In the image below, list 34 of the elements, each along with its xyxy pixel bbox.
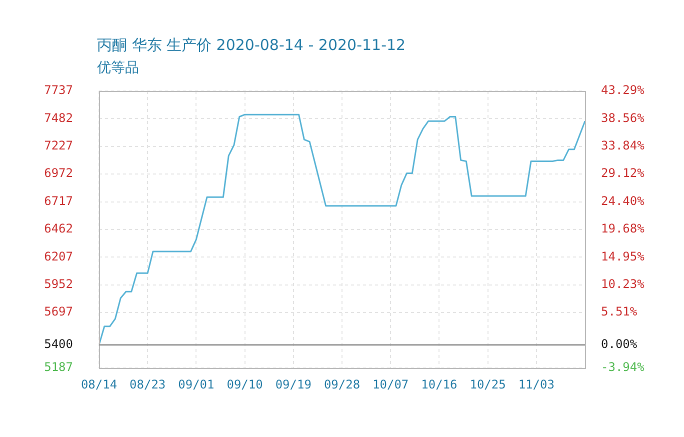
y2-tick-label: 38.56% [601, 110, 646, 125]
x-tick-label: 10/25 [470, 377, 506, 392]
chart-title: 丙酮 华东 生产价 2020-08-14 - 2020-11-12 [97, 36, 406, 55]
x-tick-label: 10/07 [372, 377, 409, 392]
y2-tick-label: 14.95% [601, 249, 646, 264]
x-tick-label: 10/16 [421, 377, 458, 392]
y2-tick-label: 5.51% [601, 304, 638, 319]
x-tick-label: 09/28 [324, 377, 360, 392]
y2-tick-label: -3.94% [601, 360, 646, 374]
y2-tick-label: 43.29% [601, 83, 646, 98]
y-tick-label: 6717 [44, 194, 73, 208]
y-tick-label: 7227 [44, 138, 73, 153]
y-tick-label: 7482 [44, 110, 73, 125]
y-tick-label: 7737 [44, 83, 73, 98]
y-tick-label: 6462 [44, 222, 73, 236]
y2-tick-label: 29.12% [601, 166, 646, 180]
x-tick-label: 08/23 [130, 377, 166, 392]
y-tick-label: 5952 [44, 277, 73, 292]
x-tick-label: 09/19 [275, 377, 312, 392]
x-tick-label: 09/10 [226, 377, 263, 392]
y-tick-label: 6207 [44, 249, 73, 264]
y2-tick-label: 19.68% [601, 222, 646, 236]
y2-tick-label: 24.40% [601, 194, 646, 208]
y-tick-label: 5187 [44, 360, 73, 374]
x-tick-label: 09/01 [178, 377, 214, 392]
x-tick-label: 11/03 [518, 377, 554, 392]
y2-tick-label: 0.00% [601, 337, 638, 352]
y2-tick-label: 33.84% [601, 138, 646, 153]
y-tick-label: 5697 [44, 304, 73, 319]
chart-subtitle: 优等品 [97, 59, 139, 77]
y-tick-label: 5400 [44, 336, 73, 351]
x-tick-label: 08/14 [80, 377, 118, 392]
y2-tick-label: 10.23% [601, 277, 646, 292]
y-tick-label: 6972 [44, 166, 73, 180]
